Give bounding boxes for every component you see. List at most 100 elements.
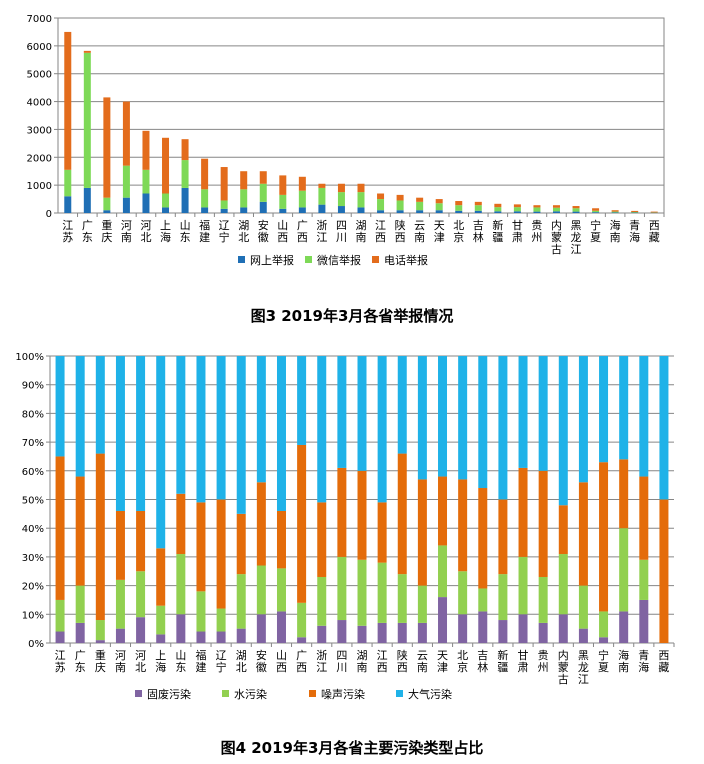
bar-segment — [474, 210, 482, 213]
bar-segment — [337, 206, 345, 213]
bar-segment — [298, 176, 306, 191]
x-tick-label: 东 — [82, 231, 93, 244]
bar-segment — [619, 611, 629, 643]
category-group — [552, 205, 560, 213]
bar-segment — [298, 207, 306, 213]
legend-item: 水污染 — [222, 687, 267, 701]
y-tick-label: 60% — [22, 467, 44, 478]
x-tick-label: 建 — [199, 230, 210, 244]
category-group — [236, 356, 246, 643]
bar-segment — [83, 187, 91, 213]
x-tick-label: 津 — [434, 231, 445, 244]
category-group — [276, 356, 286, 643]
category-group — [357, 183, 365, 213]
category-group — [196, 356, 206, 643]
bar-segment — [236, 356, 246, 514]
x-tick-label: 广 — [296, 649, 307, 662]
x-tick-label: 古 — [551, 243, 562, 256]
x-tick-label: 北 — [453, 219, 464, 232]
bar-segment — [458, 356, 468, 480]
bar-segment — [592, 208, 600, 211]
bar-segment — [619, 528, 629, 612]
x-tick-label: 天 — [434, 219, 445, 232]
bar-segment — [256, 482, 266, 566]
category-group — [578, 356, 588, 643]
category-group — [162, 137, 170, 213]
bar-segment — [552, 207, 560, 212]
legend-swatch — [396, 690, 403, 697]
category-group — [115, 356, 125, 643]
x-tick-label: 北 — [238, 231, 249, 244]
y-tick-label: 1000 — [27, 181, 52, 192]
bar-segment — [438, 545, 448, 598]
x-tick-label: 海 — [618, 648, 629, 662]
bar-segment — [478, 611, 488, 643]
bar-segment — [115, 628, 125, 643]
x-tick-label: 甘 — [512, 219, 523, 232]
x-tick-label: 云 — [414, 219, 425, 232]
bar-segment — [650, 211, 658, 213]
x-tick-label: 西 — [375, 231, 386, 244]
category-group — [377, 356, 387, 643]
bar-segment — [256, 565, 266, 615]
x-tick-label: 江 — [55, 649, 66, 662]
bar-segment — [95, 620, 105, 641]
x-tick-label: 福 — [195, 648, 206, 662]
y-tick-label: 10% — [22, 610, 44, 621]
category-group — [103, 97, 111, 213]
bar-segment — [377, 210, 385, 213]
x-tick-label: 蒙 — [558, 661, 569, 674]
x-tick-label: 贵 — [531, 219, 542, 232]
legend-swatch — [222, 690, 229, 697]
x-tick-label: 苏 — [62, 231, 73, 244]
bar-segment — [136, 356, 146, 511]
legend-label: 噪声污染 — [321, 687, 365, 701]
bar-segment — [276, 568, 286, 612]
legend-swatch — [238, 256, 245, 263]
category-group — [142, 130, 150, 213]
x-tick-label: 徽 — [256, 660, 267, 674]
x-tick-label: 南 — [610, 231, 621, 244]
x-tick-label: 林 — [473, 230, 484, 244]
bar-segment — [156, 548, 166, 606]
x-tick-label: 四 — [336, 219, 347, 232]
bar-segment — [318, 183, 326, 188]
bar-segment — [578, 356, 588, 483]
x-tick-label: 天 — [437, 649, 448, 662]
legend-item: 噪声污染 — [309, 687, 365, 701]
x-tick-label: 龙 — [578, 661, 589, 674]
bar-segment — [498, 574, 508, 621]
x-tick-label: 川 — [336, 661, 347, 674]
bar-segment — [455, 210, 463, 213]
legend-label: 电话举报 — [384, 253, 428, 267]
legend-swatch — [309, 690, 316, 697]
bar-segment — [659, 356, 669, 500]
bar-segment — [318, 187, 326, 205]
bar-segment — [297, 444, 307, 603]
x-tick-label: 州 — [531, 231, 542, 244]
bar-segment — [533, 205, 541, 208]
bar-segment — [136, 571, 146, 618]
bar-segment — [176, 493, 186, 555]
x-tick-label: 古 — [558, 673, 569, 686]
bar-segment — [216, 631, 226, 643]
x-tick-label: 京 — [453, 230, 464, 244]
category-group — [650, 211, 658, 213]
bar-segment — [75, 356, 85, 477]
bar-segment — [639, 599, 649, 643]
x-tick-label: 南 — [417, 661, 428, 674]
bar-segment — [196, 631, 206, 643]
x-tick-label: 河 — [135, 649, 146, 662]
x-tick-label: 宁 — [598, 648, 609, 662]
bar-segment — [115, 510, 125, 580]
bar-segment — [357, 192, 365, 208]
x-tick-label: 浙 — [316, 219, 327, 232]
y-tick-label: 0% — [28, 639, 44, 650]
bar-segment — [631, 210, 639, 213]
y-tick-label: 20% — [22, 582, 44, 593]
bar-segment — [176, 614, 186, 643]
bar-segment — [55, 456, 65, 600]
bar-segment — [83, 52, 91, 188]
x-tick-label: 四 — [336, 649, 347, 662]
y-tick-label: 4000 — [27, 98, 52, 109]
